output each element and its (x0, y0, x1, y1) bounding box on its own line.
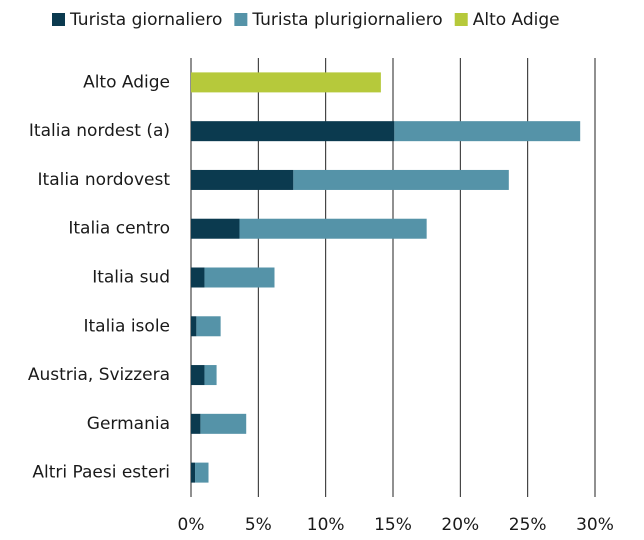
bar (196, 316, 221, 337)
bar (204, 267, 275, 288)
bar (191, 72, 381, 93)
x-tick-label: 5% (245, 515, 272, 535)
y-tick-label: Italia centro (68, 219, 170, 239)
y-tick-label: Italia isole (83, 316, 170, 336)
y-tick-label: Austria, Svizzera (28, 365, 170, 385)
y-tick-label: Italia nordest (a) (29, 121, 170, 141)
x-tick-label: 25% (509, 515, 547, 535)
bar (191, 365, 205, 386)
bar (204, 365, 217, 386)
bar (195, 462, 209, 483)
legend-label: Turista plurigiornaliero (251, 10, 442, 30)
y-tick-label: Italia sud (92, 268, 170, 288)
x-tick-label: 0% (178, 515, 205, 535)
bar (191, 169, 294, 190)
legend-label: Alto Adige (473, 10, 560, 30)
bar (191, 462, 196, 483)
bar (191, 121, 395, 142)
bar (191, 316, 197, 337)
bar (191, 413, 201, 434)
y-tick-label: Germania (87, 414, 170, 434)
y-tick-label: Altri Paesi esteri (32, 463, 170, 483)
y-tick-label: Italia nordovest (38, 170, 171, 190)
x-tick-label: 30% (576, 515, 614, 535)
bar (239, 218, 427, 239)
bar (191, 218, 240, 239)
bar (293, 169, 509, 190)
y-tick-label: Alto Adige (83, 72, 170, 92)
x-tick-label: 15% (374, 515, 412, 535)
bar (200, 413, 247, 434)
legend-swatch (234, 13, 248, 26)
legend-swatch (454, 13, 468, 26)
legend-label: Turista giornaliero (69, 10, 222, 30)
x-tick-label: 10% (307, 515, 345, 535)
legend-swatch (52, 13, 65, 26)
bar (191, 267, 205, 288)
bar (394, 121, 581, 142)
x-tick-label: 20% (441, 515, 479, 535)
